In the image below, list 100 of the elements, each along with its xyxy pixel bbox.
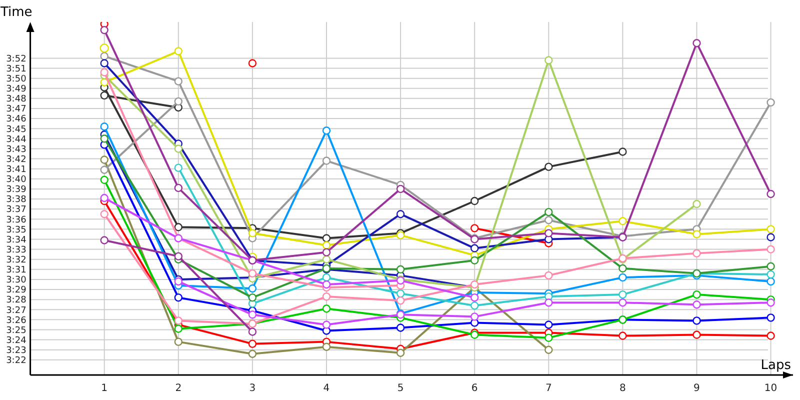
point [322,126,331,135]
point [470,280,479,289]
point [100,52,108,60]
y-tick-label: 3:22 [6,356,26,366]
point [174,97,182,106]
point [322,234,331,242]
point [396,265,405,274]
x-tick-label: 9 [694,383,700,394]
point [766,277,775,286]
point [322,255,331,264]
point [618,332,627,340]
y-tick-label: 3:51 [6,64,26,74]
x-tick-label: 6 [471,383,478,394]
point [544,271,553,280]
y-tick-label: 3:27 [6,306,26,316]
point [248,59,257,68]
y-tick-label: 3:34 [6,235,27,246]
point [692,200,701,208]
point [692,249,701,258]
point [544,162,553,171]
point [174,223,182,232]
point [766,298,775,307]
point [618,273,627,282]
x-tick-label: 8 [620,383,626,394]
point [544,334,553,342]
y-tick-label: 3:30 [6,276,27,286]
point [248,293,257,302]
y-tick-label: 3:45 [6,124,26,135]
point [174,47,182,56]
point [174,184,182,192]
point [618,264,627,272]
x-tick-label: 4 [323,383,330,394]
x-tick-label: 3 [249,383,256,394]
point [322,292,331,301]
y-axis-title: Time [0,5,32,20]
point [692,39,701,48]
point [322,342,331,351]
y-tick-label: 3:46 [6,114,27,125]
point [544,346,553,354]
point [322,156,331,165]
y-tick-label: 3:38 [6,195,27,206]
point [100,194,108,202]
point [322,241,331,250]
point [766,314,775,322]
point [618,217,627,226]
point [100,44,109,53]
y-tick-label: 3:31 [6,266,26,276]
point [100,156,108,164]
x-tick-label: 1 [101,383,108,394]
point [766,270,775,279]
point [248,328,257,336]
point [174,252,182,260]
y-tick-label: 3:47 [6,104,26,115]
point [396,210,405,218]
point [248,340,257,348]
x-tick-label: 7 [545,383,552,394]
point [396,348,405,357]
point [248,310,257,319]
point [100,59,108,68]
y-tick-label: 3:49 [6,84,27,95]
y-tick-label: 3:23 [6,346,26,356]
point [544,208,553,216]
point [322,248,331,256]
point [544,216,553,224]
y-tick-label: 3:32 [6,255,26,266]
point [174,144,182,153]
point [174,316,182,325]
point [470,256,479,264]
point [766,225,775,234]
y-tick-label: 3:24 [6,336,27,346]
point [618,148,627,156]
point [692,330,701,339]
point [322,304,331,313]
y-tick-label: 3:33 [6,245,26,256]
point [470,196,479,206]
point [100,236,108,244]
point [396,184,405,194]
point [766,98,775,107]
x-axis-title: Laps [760,358,792,373]
y-tick-label: 3:52 [6,54,26,64]
point [174,324,182,333]
y-tick-label: 3:48 [6,94,27,105]
point [544,320,553,329]
point [766,332,775,340]
x-tick-label: 5 [397,383,404,394]
point [692,290,701,299]
point [396,324,405,332]
point [174,338,182,346]
y-tick-label: 3:37 [6,205,26,216]
y-tick-label: 3:41 [6,164,26,175]
y-tick-label: 3:26 [6,316,27,326]
point [174,164,182,172]
y-tick-label: 3:35 [6,225,26,236]
point [100,166,108,174]
point [692,230,701,238]
point [766,190,775,198]
point [618,298,627,307]
point [396,289,405,298]
x-tick-label: 10 [764,383,778,394]
point [174,293,182,302]
